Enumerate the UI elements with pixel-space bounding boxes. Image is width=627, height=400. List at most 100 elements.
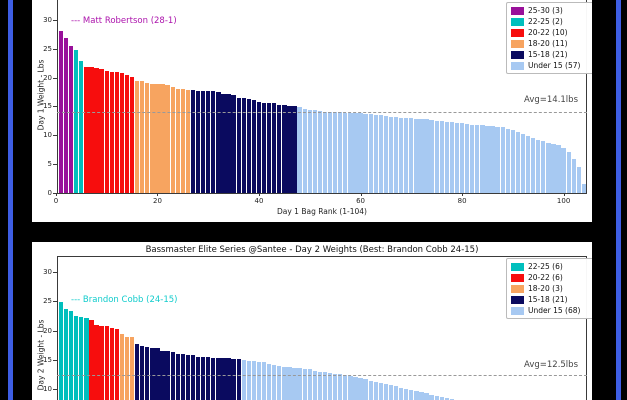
bar xyxy=(414,391,419,400)
bar xyxy=(546,142,551,193)
y-tick xyxy=(53,388,57,390)
bar xyxy=(124,75,130,193)
bar xyxy=(333,111,338,193)
bar xyxy=(358,113,363,193)
x-tick-label: 0 xyxy=(53,197,59,205)
day2-chart-panel: Bassmaster Elite Series @Santee - Day 2 … xyxy=(32,242,592,400)
bar xyxy=(195,90,201,193)
bar xyxy=(251,361,257,400)
y-tick-label: 25 xyxy=(43,44,52,53)
bar xyxy=(439,121,444,193)
bar xyxy=(475,124,480,193)
legend-label: Under 15 (68) xyxy=(528,306,581,315)
day2-y-axis-label: Day 2 Weight - Lbs xyxy=(36,319,46,391)
bar xyxy=(302,368,307,400)
bar xyxy=(272,103,277,193)
bar xyxy=(556,145,561,193)
bar xyxy=(322,111,328,193)
bar xyxy=(104,326,109,400)
bar xyxy=(140,81,145,193)
y-tick xyxy=(53,272,57,274)
bar xyxy=(74,316,79,400)
bar xyxy=(312,370,317,400)
legend-item: Under 15 (57) xyxy=(511,61,592,70)
bar xyxy=(333,373,338,400)
bar xyxy=(434,395,439,400)
bar xyxy=(536,139,541,193)
bar xyxy=(246,99,251,193)
bar xyxy=(195,356,201,400)
x-tick-label: 60 xyxy=(356,197,365,205)
bar xyxy=(282,366,287,400)
y-tick xyxy=(53,48,57,50)
bar xyxy=(383,384,389,400)
bar xyxy=(373,114,378,193)
bar xyxy=(272,364,277,400)
bar xyxy=(399,387,404,400)
x-tick xyxy=(157,193,159,196)
legend-swatch xyxy=(511,6,524,15)
bar xyxy=(58,302,64,400)
x-tick-label: 20 xyxy=(152,197,162,205)
bar xyxy=(201,356,206,400)
legend-label: 22-25 (6) xyxy=(528,262,563,271)
bar xyxy=(79,317,84,400)
bar xyxy=(388,116,394,193)
legend-item: 22-25 (2) xyxy=(511,17,592,26)
day2-avg-label: Avg=12.5lbs xyxy=(524,360,578,370)
y-tick-label: 10 xyxy=(43,384,52,393)
legend-swatch xyxy=(511,306,524,315)
bar xyxy=(160,84,165,193)
bar xyxy=(490,126,495,193)
bar xyxy=(388,385,394,400)
bar xyxy=(94,325,99,400)
bar xyxy=(231,358,236,400)
y-tick-label: 15 xyxy=(43,102,52,111)
bar xyxy=(338,112,343,193)
bar xyxy=(307,109,312,193)
bar xyxy=(327,111,333,193)
bar xyxy=(145,82,150,193)
bar xyxy=(541,141,546,193)
bar xyxy=(459,123,465,193)
bar xyxy=(221,358,226,400)
bar xyxy=(99,68,104,193)
bar xyxy=(261,102,267,193)
bar xyxy=(175,353,180,400)
legend-item: 25-30 (3) xyxy=(511,6,592,15)
bar xyxy=(302,109,307,193)
bar xyxy=(312,110,317,193)
x-tick xyxy=(360,193,362,196)
bar xyxy=(99,325,104,400)
bar xyxy=(256,101,262,193)
bar xyxy=(119,333,125,400)
legend-item: 22-25 (6) xyxy=(511,262,592,271)
y-tick-label: 30 xyxy=(43,16,52,24)
bar xyxy=(211,357,216,400)
bar xyxy=(282,105,287,193)
bar xyxy=(297,107,302,193)
bar xyxy=(353,377,358,400)
y-tick-label: 15 xyxy=(43,355,52,364)
y-tick xyxy=(53,192,57,194)
y-tick-label: 5 xyxy=(47,159,52,168)
y-axis-spine-right xyxy=(586,0,587,193)
x-tick xyxy=(55,193,57,196)
bar xyxy=(510,130,515,193)
y-tick-label: 10 xyxy=(43,131,52,139)
bar xyxy=(378,115,383,193)
bar xyxy=(129,337,135,400)
legend: 25-30 (3) 22-25 (2) 20-22 (10) 18-20 (11) 15… xyxy=(506,2,592,74)
y-tick-label: 25 xyxy=(43,297,52,306)
bar xyxy=(525,136,531,193)
y-tick-label: 30 xyxy=(43,268,52,277)
y-tick xyxy=(53,301,57,303)
legend-item: 15-18 (21) xyxy=(511,50,592,59)
y-axis-spine-right xyxy=(586,256,587,400)
bar xyxy=(343,112,348,193)
bar xyxy=(485,125,490,193)
legend-swatch xyxy=(511,39,524,48)
y-tick xyxy=(53,359,57,361)
bar xyxy=(170,87,175,193)
day1-best-annotation: --- Matt Robertson (28-1) xyxy=(71,16,177,26)
